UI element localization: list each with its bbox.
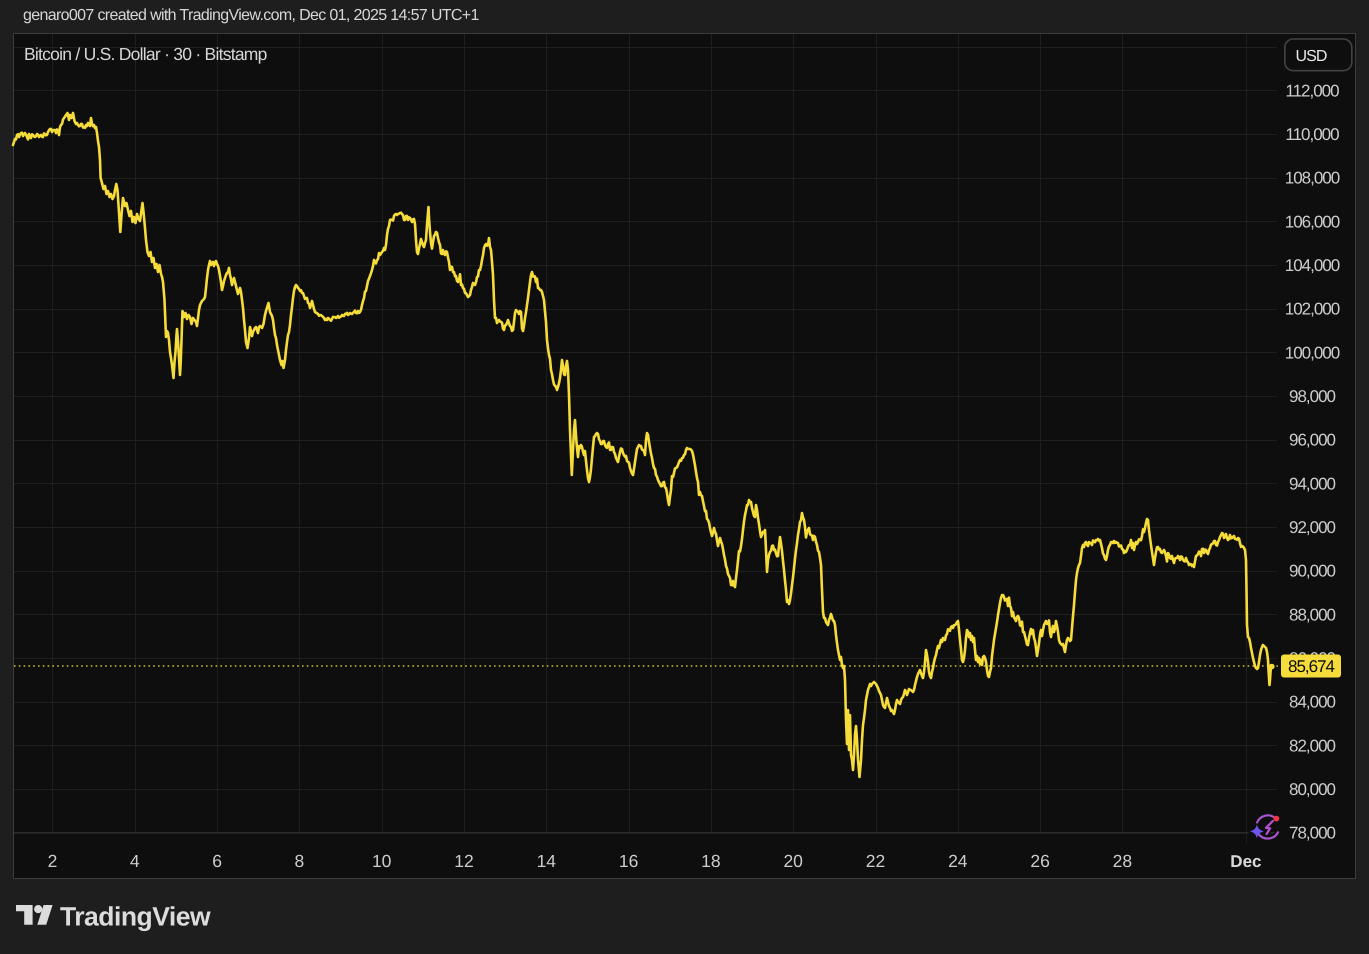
svg-text:16: 16 <box>619 851 638 871</box>
svg-text:12: 12 <box>454 851 473 871</box>
svg-text:112,000: 112,000 <box>1285 81 1339 100</box>
svg-text:Dec: Dec <box>1230 852 1261 871</box>
svg-text:6: 6 <box>212 851 222 871</box>
svg-text:22: 22 <box>866 851 885 871</box>
svg-text:108,000: 108,000 <box>1285 169 1340 188</box>
svg-text:110,000: 110,000 <box>1285 125 1339 144</box>
svg-text:28: 28 <box>1113 851 1132 871</box>
svg-text:82,000: 82,000 <box>1289 736 1336 755</box>
svg-text:8: 8 <box>295 851 305 871</box>
svg-text:2: 2 <box>48 851 58 871</box>
svg-text:26: 26 <box>1030 851 1049 871</box>
svg-text:10: 10 <box>372 851 392 871</box>
svg-text:92,000: 92,000 <box>1289 518 1336 537</box>
svg-text:78,000: 78,000 <box>1289 824 1336 843</box>
svg-text:96,000: 96,000 <box>1289 431 1336 450</box>
svg-text:104,000: 104,000 <box>1285 256 1340 275</box>
svg-text:85,674: 85,674 <box>1288 657 1335 676</box>
svg-text:24: 24 <box>948 851 968 871</box>
svg-text:90,000: 90,000 <box>1289 562 1336 581</box>
svg-text:102,000: 102,000 <box>1285 300 1340 319</box>
svg-text:98,000: 98,000 <box>1289 387 1336 406</box>
svg-text:14: 14 <box>537 851 557 871</box>
svg-text:106,000: 106,000 <box>1285 212 1340 231</box>
svg-text:genaro007 created with Trading: genaro007 created with TradingView.com, … <box>23 7 479 24</box>
svg-text:84,000: 84,000 <box>1289 693 1336 712</box>
svg-text:20: 20 <box>783 851 803 871</box>
svg-text:94,000: 94,000 <box>1289 474 1336 493</box>
svg-text:4: 4 <box>130 851 140 871</box>
svg-text:88,000: 88,000 <box>1289 605 1336 624</box>
svg-text:TradingView: TradingView <box>60 902 211 932</box>
svg-text:80,000: 80,000 <box>1289 780 1336 799</box>
svg-text:18: 18 <box>701 851 720 871</box>
svg-text:Bitcoin / U.S. Dollar · 30 · B: Bitcoin / U.S. Dollar · 30 · Bitstamp <box>24 44 267 64</box>
svg-text:100,000: 100,000 <box>1285 343 1340 362</box>
svg-text:USD: USD <box>1296 48 1327 65</box>
